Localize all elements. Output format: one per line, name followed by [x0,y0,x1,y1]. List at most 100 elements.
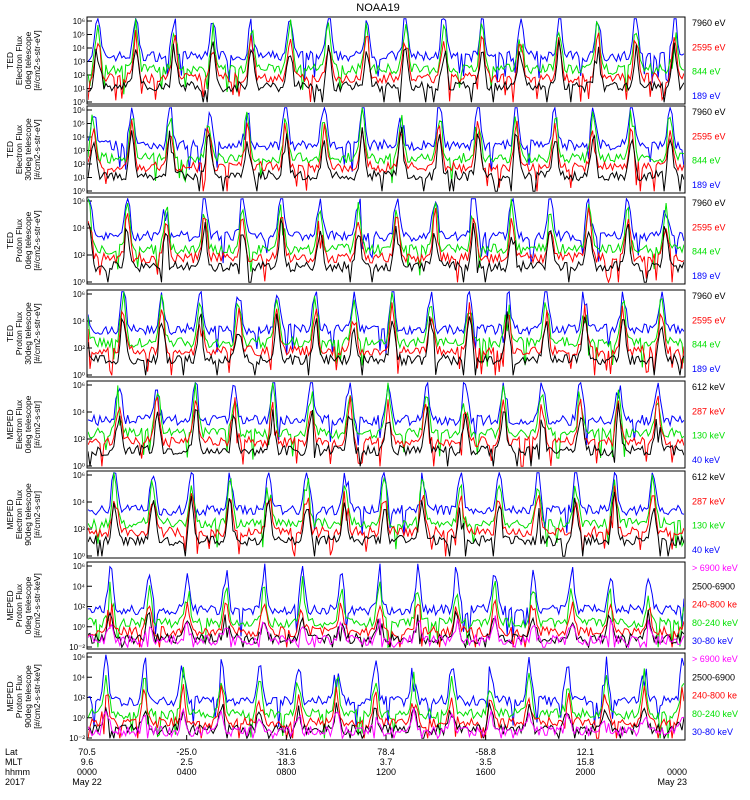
series-trace [88,485,684,557]
y-axis-label-line: [#/cm2-s-str] [32,491,42,538]
series-trace [88,403,684,467]
legend-entry: 40 keV [692,545,720,555]
y-tick-label: 10⁶ [73,381,85,390]
y-axis-label-line: Proton Flux [14,218,24,262]
x-axis-value: -31.6 [276,747,297,757]
legend-entry: 189 eV [692,271,721,281]
series-trace [88,107,684,172]
y-axis-label-line: TED [5,52,15,69]
series-trace [88,491,684,557]
legend-entry: 240-800 ke [692,691,737,701]
series-trace [88,218,684,283]
series-trace [88,291,684,368]
legend-entry: 844 eV [692,67,721,77]
legend-entry: 240-800 ke [692,600,737,610]
x-axis-value: May 22 [72,777,102,787]
y-tick-label: 10⁴ [73,408,86,417]
x-axis-row-label: Lat [5,747,18,757]
legend-entry: 80-240 keV [692,709,738,719]
legend-entry: 2500-6900 [692,672,735,682]
y-tick-label: 10² [73,160,85,169]
x-axis-row-label: hhmm [5,767,30,777]
panel-frame [86,470,686,559]
y-tick-label: 10⁰ [73,98,85,107]
panel-frame [86,196,686,285]
legend-entry: 30-80 keV [692,636,733,646]
y-tick-label: 10¹ [73,174,85,183]
legend-entry: 287 keV [692,406,725,416]
y-tick-label: 10² [73,435,85,444]
panel-frame [86,380,686,469]
y-tick-label: 10² [73,694,85,703]
legend-entry: 844 eV [692,340,721,350]
panel-4: 10⁰ 10² 10⁴ 10⁶ TED Proton Flux 30deg telescop… [5,289,726,380]
panel-1: 10⁰ 10¹ 10² 10³ 10⁴ 10⁵ 10⁶ TED Electron Flux 0de… [5,16,726,107]
y-axis-label-line: 90deg telescope [23,483,33,546]
x-axis-value: 0400 [177,767,197,777]
traces [88,563,684,648]
y-tick-label: 10⁶ [73,471,85,480]
traces [88,198,684,283]
panel-7: 10⁻² 10⁰ 10² 10⁴ 10⁶ MEPED Proton Flux 0deg tel… [5,561,738,652]
x-axis-value: 3.7 [380,757,393,767]
legend-entry: 2500-6900 [692,581,735,591]
series-trace [88,39,684,103]
y-axis-label-line: TED [5,325,15,342]
y-tick-label: 10¹ [73,85,85,94]
panel-8: 10⁻² 10⁰ 10² 10⁴ 10⁶ MEPED Proton Flux 90deg te… [5,652,738,743]
y-tick-label: 10⁰ [73,462,85,471]
x-axis-value: 78.4 [377,747,395,757]
y-axis-label-line: 0deg telescope [23,576,33,634]
legend-entry: 7960 eV [692,198,726,208]
legend-entry: 40 keV [692,455,720,465]
y-tick-label: 10⁻² [69,643,85,652]
series-trace [88,563,684,637]
y-tick-label: 10⁶ [73,17,85,26]
y-tick-label: 10⁵ [73,31,85,40]
y-axis-label-line: Proton Flux [14,674,24,718]
y-tick-label: 10⁻² [69,734,85,743]
y-tick-label: 10⁶ [73,197,85,206]
legend-entry: > 6900 keV [692,654,738,664]
legend-entry: 7960 eV [692,107,726,117]
y-tick-label: 10⁰ [73,371,85,380]
y-tick-label: 10³ [73,58,85,67]
x-axis-value: 2000 [575,767,595,777]
legend-entry: 189 eV [692,180,721,190]
series-trace [88,107,684,184]
y-axis-label-line: 0deg telescope [23,211,33,269]
legend-entry: 189 eV [692,364,721,374]
y-tick-label: 10⁴ [73,44,86,53]
y-axis-label-line: [#/cm2-s-str-keV] [32,573,42,638]
traces [88,382,684,467]
y-axis-label-line: 0deg telescope [23,395,33,453]
panel-frame [86,561,686,650]
x-axis-row-label: 2017 [5,777,25,787]
x-axis-value: May 23 [657,777,687,787]
y-tick-label: 10⁶ [73,290,85,299]
x-axis-value: 9.6 [81,757,94,767]
x-axis-value: 1600 [476,767,496,777]
y-axis-label-line: Electron Flux [14,489,24,539]
y-tick-label: 10² [73,525,85,534]
panel-6: 10⁰ 10² 10⁴ 10⁶ MEPED Electron Flux 90deg tele… [5,470,725,561]
legend-entry: 80-240 keV [692,618,738,628]
x-axis-value: 0800 [276,767,296,777]
y-axis-label-line: [#/cm2-s-str-keV] [32,664,42,729]
series-trace [88,29,684,103]
legend-entry: 844 eV [692,156,721,166]
panel-frame [86,16,686,105]
y-axis-label-line: MEPED [5,499,15,529]
series-trace [88,598,684,648]
x-axis-value: 3.5 [479,757,492,767]
x-axis-value: 0000 [77,767,97,777]
series-trace [88,302,684,376]
legend-entry: 7960 eV [692,291,726,301]
y-tick-label: 10² [73,344,85,353]
y-tick-label: 10⁴ [73,582,86,591]
x-axis-value: 70.5 [78,747,96,757]
y-axis-label-line: 30deg telescope [23,118,33,181]
series-trace [88,18,684,95]
